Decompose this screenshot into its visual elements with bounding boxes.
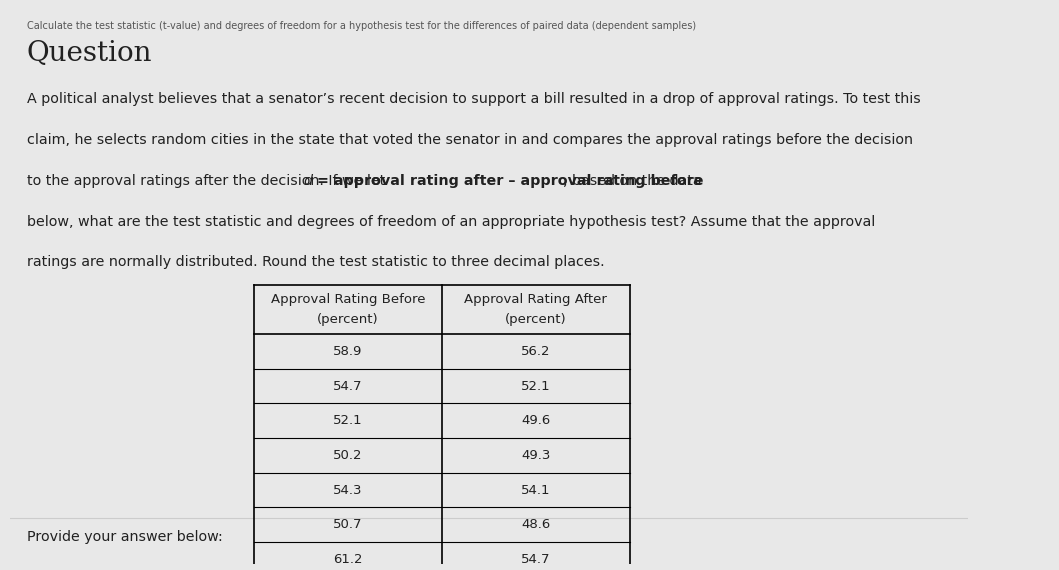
Text: Question: Question xyxy=(26,40,152,67)
Text: 54.7: 54.7 xyxy=(521,553,551,566)
Text: ratings are normally distributed. Round the test statistic to three decimal plac: ratings are normally distributed. Round … xyxy=(26,255,605,270)
Text: 50.7: 50.7 xyxy=(334,518,362,531)
Text: 52.1: 52.1 xyxy=(333,414,362,428)
Text: Approval Rating Before: Approval Rating Before xyxy=(271,293,425,306)
Text: 49.3: 49.3 xyxy=(521,449,551,462)
Text: (percent): (percent) xyxy=(505,313,567,326)
Text: d: d xyxy=(304,174,312,188)
Text: 50.2: 50.2 xyxy=(334,449,362,462)
Text: = approval rating after – approval rating before: = approval rating after – approval ratin… xyxy=(311,174,703,188)
Text: , based on the data: , based on the data xyxy=(563,174,702,188)
Text: A political analyst believes that a senator’s recent decision to support a bill : A political analyst believes that a sena… xyxy=(26,92,920,106)
Text: Approval Rating After: Approval Rating After xyxy=(464,293,607,306)
Text: Calculate the test statistic (t-value) and degrees of freedom for a hypothesis t: Calculate the test statistic (t-value) a… xyxy=(26,21,696,31)
Text: 52.1: 52.1 xyxy=(521,380,551,393)
Text: to the approval ratings after the decision. If we let: to the approval ratings after the decisi… xyxy=(26,174,390,188)
Text: 54.3: 54.3 xyxy=(334,483,362,496)
Text: 56.2: 56.2 xyxy=(521,345,551,358)
Text: 48.6: 48.6 xyxy=(521,518,551,531)
Text: 58.9: 58.9 xyxy=(334,345,362,358)
Text: 54.7: 54.7 xyxy=(334,380,362,393)
Text: (percent): (percent) xyxy=(317,313,379,326)
Text: 54.1: 54.1 xyxy=(521,483,551,496)
Text: below, what are the test statistic and degrees of freedom of an appropriate hypo: below, what are the test statistic and d… xyxy=(26,215,875,229)
Text: 61.2: 61.2 xyxy=(334,553,362,566)
Text: 49.6: 49.6 xyxy=(521,414,551,428)
Text: Provide your answer below:: Provide your answer below: xyxy=(26,530,222,544)
Text: claim, he selects random cities in the state that voted the senator in and compa: claim, he selects random cities in the s… xyxy=(26,133,913,147)
